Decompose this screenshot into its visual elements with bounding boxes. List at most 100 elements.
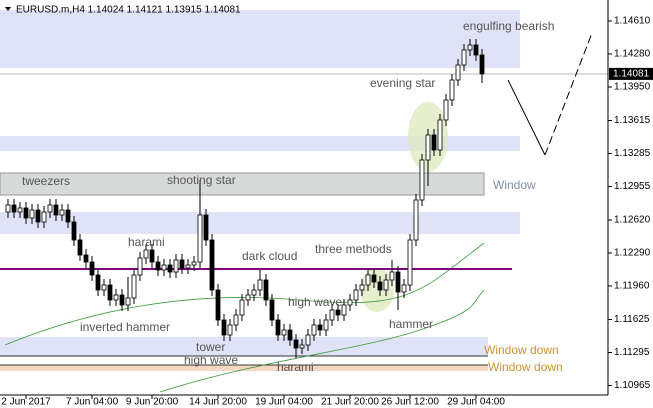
window-zone <box>0 172 485 196</box>
y-tick-label: 1.11295 <box>614 347 650 358</box>
y-tick-label: 1.13285 <box>614 148 651 159</box>
y-tick-label: 1.13950 <box>614 82 651 93</box>
zone <box>0 136 520 151</box>
annotation: three methods <box>315 242 392 256</box>
candle-body <box>455 64 461 81</box>
candle-body <box>257 279 263 291</box>
candle-body <box>191 261 197 266</box>
annotation: Window down <box>488 360 563 374</box>
annotation: dark cloud <box>242 249 297 263</box>
candle-body <box>209 239 215 291</box>
candle-body <box>167 264 173 273</box>
annotation: harami <box>128 235 165 249</box>
candle-body <box>239 299 245 316</box>
moving-average <box>4 242 485 346</box>
candle-body <box>389 271 395 281</box>
annotation: high wave <box>184 353 238 367</box>
candle-body <box>449 79 455 101</box>
annotation: hammer <box>389 317 433 331</box>
candle-body <box>215 289 221 321</box>
annotation: tower <box>196 340 225 354</box>
candle-body <box>173 259 179 273</box>
candle-body <box>23 207 29 219</box>
candle-body <box>137 257 143 276</box>
annotation: Window <box>493 178 536 192</box>
candle-body <box>377 281 383 291</box>
candle-body <box>347 299 353 306</box>
candle-body <box>113 294 119 301</box>
y-tick-label: 1.12955 <box>614 181 651 192</box>
candle-body <box>323 319 329 331</box>
candle-body <box>53 204 59 216</box>
annotation: tweezers <box>22 174 70 188</box>
projection <box>507 79 546 156</box>
candle-body <box>221 319 227 336</box>
candle-body <box>311 324 317 336</box>
candle-body <box>425 134 431 161</box>
y-tick-label: 1.14610 <box>614 16 651 27</box>
candle-body <box>65 209 71 223</box>
candle-body <box>17 207 23 213</box>
moving-average <box>159 289 485 393</box>
annotation: engulfing bearish <box>463 19 554 33</box>
y-tick-label: 1.11625 <box>614 314 650 325</box>
window-down-zone <box>0 365 488 371</box>
candle-body <box>29 209 35 219</box>
candle-body <box>95 274 101 291</box>
candle-body <box>275 319 281 336</box>
candle-body <box>41 211 47 223</box>
candle-body <box>269 299 275 321</box>
candle-body <box>263 279 269 301</box>
price-marker-label: 1.14081 <box>613 69 650 80</box>
highlight <box>360 268 394 312</box>
y-tick-label: 1.11960 <box>614 281 650 292</box>
x-tick-label: 14 Jun 20:00 <box>189 397 247 408</box>
price-marker <box>609 67 653 80</box>
candle-body <box>299 344 305 349</box>
candle-body <box>47 204 53 213</box>
candle-body <box>461 49 467 66</box>
candle-body <box>287 329 293 341</box>
candle-body <box>5 204 11 213</box>
candle-body <box>401 284 407 293</box>
candle-body <box>11 204 17 213</box>
candle-body <box>179 259 185 269</box>
candles <box>5 39 485 358</box>
candle-body <box>155 261 161 271</box>
candle-body <box>203 214 209 241</box>
y-tick-label: 1.13615 <box>614 115 651 126</box>
candle-body <box>371 274 377 283</box>
annotation: high wave <box>288 295 342 309</box>
candle-body <box>431 134 437 151</box>
candle-body <box>467 44 473 51</box>
x-tick-label: 9 Jun 20:00 <box>126 397 179 408</box>
zone <box>0 212 520 234</box>
candle-body <box>251 289 257 296</box>
candle-body <box>89 261 95 276</box>
y-tick-label: 1.14280 <box>614 49 651 60</box>
candle-body <box>227 324 233 336</box>
candle-body <box>419 159 425 201</box>
candle-body <box>407 239 413 286</box>
chart-title: EURUSD.m,H4 1.14024 1.14121 1.13915 1.14… <box>16 5 241 16</box>
candle-body <box>341 304 347 316</box>
candle-body <box>197 214 203 263</box>
y-tick-label: 1.10965 <box>614 380 651 391</box>
zone <box>0 10 520 68</box>
x-tick-label: 7 Jun 04:00 <box>66 397 119 408</box>
annotation: evening star <box>370 76 435 90</box>
candle-body <box>335 309 341 316</box>
candle-body <box>71 221 77 241</box>
annotation: inverted hammer <box>80 320 170 334</box>
candle-body <box>59 209 65 216</box>
candle-body <box>233 314 239 326</box>
candle-body <box>365 274 371 286</box>
candle-body <box>443 99 449 121</box>
candle-body <box>383 279 389 291</box>
candle-body <box>125 297 131 306</box>
x-tick-label: 19 Jun 04:00 <box>255 397 313 408</box>
candle-body <box>359 284 365 291</box>
candle-body <box>317 324 323 331</box>
